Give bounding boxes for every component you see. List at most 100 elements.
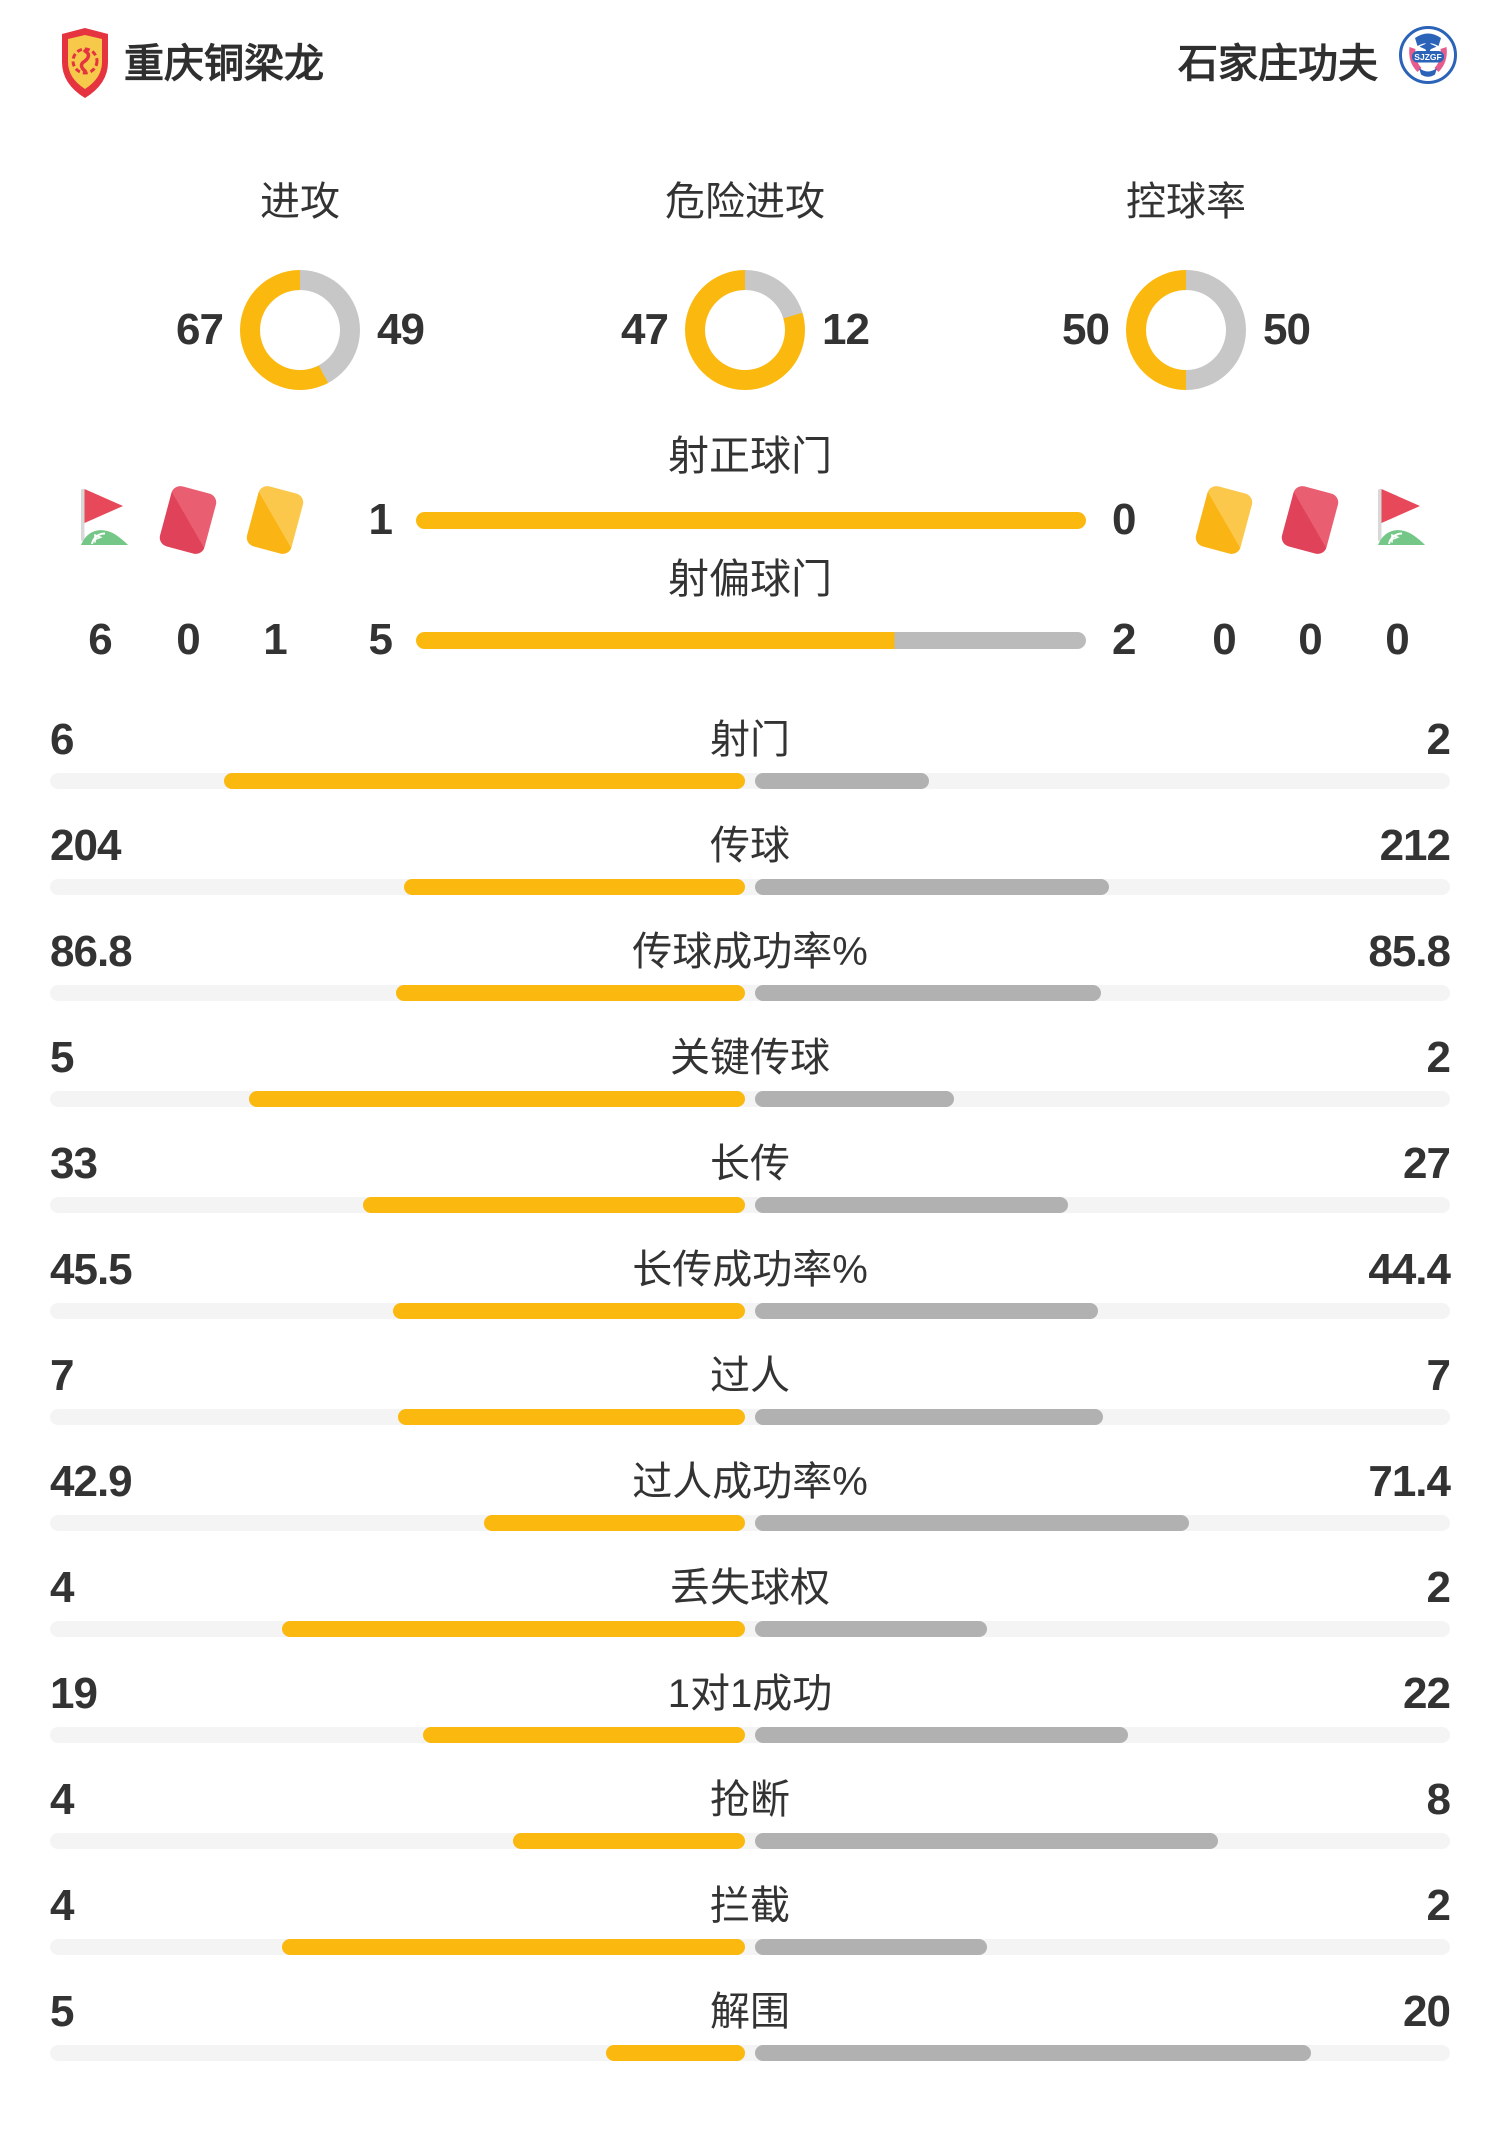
stat-away-value: 2 <box>1426 715 1452 764</box>
stat-label: 长传成功率% <box>632 1248 868 1292</box>
stat-bar-home <box>248 1091 745 1107</box>
stat-bar-away <box>755 2045 1311 2061</box>
corner-flag-icon <box>70 487 130 551</box>
donut-chart <box>240 270 360 390</box>
stat-home-value: 33 <box>50 1139 98 1188</box>
stat-label: 拦截 <box>710 1884 790 1928</box>
stat-bar-track <box>50 1197 1450 1213</box>
stat-bar-track <box>50 879 1450 895</box>
donut-hole <box>260 290 340 370</box>
donut-section: 进攻 67 49 危险进攻 47 12 控球率 50 50 <box>0 0 1500 420</box>
home-team-name: 重庆铜梁龙 <box>124 42 324 86</box>
shots-off-target-title: 射偏球门 <box>668 556 832 602</box>
stat-row: 传球 204 212 <box>0 806 1500 912</box>
yellow-card-icon <box>1193 484 1255 556</box>
svg-text:SJZGF: SJZGF <box>1414 52 1441 62</box>
stat-bar-away <box>755 1303 1099 1319</box>
stat-row: 解围 5 20 <box>0 1972 1500 2078</box>
stat-bar-track <box>50 1939 1450 1955</box>
stat-bar-home <box>513 1833 745 1849</box>
stat-away-value: 22 <box>1403 1669 1451 1718</box>
stat-bar-away <box>755 1939 987 1955</box>
stat-bar-home <box>422 1727 745 1743</box>
red-card-icon <box>1279 484 1341 556</box>
stat-home-value: 5 <box>50 1987 75 2036</box>
stat-bar-away <box>755 1727 1128 1743</box>
donut-title: 控球率 <box>1126 180 1246 224</box>
stat-bar-home <box>362 1197 746 1213</box>
stat-bar-home <box>397 1409 745 1425</box>
stat-bar-away <box>755 1621 987 1637</box>
stat-bar-away <box>755 1091 954 1107</box>
stat-bar-track <box>50 1621 1450 1637</box>
stat-label: 长传 <box>710 1142 790 1186</box>
donut-title: 危险进攻 <box>665 180 825 224</box>
stat-row: 抢断 4 8 <box>0 1760 1500 1866</box>
home-yellow-cards-count: 1 <box>263 615 287 664</box>
stat-home-value: 204 <box>50 821 121 870</box>
stat-label: 1对1成功 <box>667 1672 833 1716</box>
stat-bar-away <box>755 985 1101 1001</box>
stat-bar-home <box>404 879 745 895</box>
yellow-card-icon <box>244 484 306 556</box>
stat-away-value: 44.4 <box>1368 1245 1451 1294</box>
stat-bar-track <box>50 1833 1450 1849</box>
donut-hole <box>1146 290 1226 370</box>
stat-bar-away <box>755 1833 1219 1849</box>
stat-label: 射门 <box>710 718 790 762</box>
stat-away-value: 20 <box>1403 1987 1451 2036</box>
stat-bar-away <box>755 773 929 789</box>
donut-home-value: 67 <box>176 305 224 354</box>
header: 重庆铜梁龙 石家庄功夫 SJZGF <box>0 0 1500 110</box>
shots-on-target-away-value: 0 <box>1112 495 1136 544</box>
stat-home-value: 86.8 <box>50 927 133 976</box>
donut-title: 进攻 <box>260 180 340 224</box>
stat-row: 传球成功率% 86.8 85.8 <box>0 912 1500 1018</box>
donut-chart <box>685 270 805 390</box>
corner-flag-icon <box>1367 487 1427 551</box>
stat-away-value: 2 <box>1426 1881 1452 1930</box>
stat-away-value: 71.4 <box>1368 1457 1451 1506</box>
shots-on-target-title: 射正球门 <box>668 433 832 479</box>
stat-bar-away <box>755 1409 1103 1425</box>
stat-bar-home <box>281 1621 745 1637</box>
shots-off-target-away-value: 2 <box>1112 615 1136 664</box>
stat-bar-home <box>281 1939 745 1955</box>
stat-label: 解围 <box>710 1990 790 2034</box>
shots-section: 射正球门 1 0 射偏球门 6 0 1 5 2 0 0 0 <box>0 420 1500 700</box>
stat-away-value: 8 <box>1426 1775 1452 1824</box>
donut-2: 控球率 50 50 <box>956 178 1416 398</box>
donut-away-value: 12 <box>822 305 870 354</box>
shots-on-target-home-value: 1 <box>368 495 393 544</box>
stat-bar-away <box>755 1197 1068 1213</box>
stat-home-value: 42.9 <box>50 1457 133 1506</box>
home-red-cards-count: 0 <box>176 615 200 664</box>
stat-bar-away <box>755 879 1110 895</box>
stat-away-value: 212 <box>1379 821 1451 870</box>
away-yellow-cards-count: 0 <box>1212 615 1236 664</box>
stat-label: 关键传球 <box>670 1036 830 1080</box>
stat-away-value: 27 <box>1403 1139 1451 1188</box>
stat-row: 长传成功率% 45.5 44.4 <box>0 1230 1500 1336</box>
stat-bar-track <box>50 1515 1450 1531</box>
stat-label: 传球 <box>710 824 790 868</box>
stat-away-value: 2 <box>1426 1033 1452 1082</box>
stat-label: 丢失球权 <box>670 1566 830 1610</box>
stat-home-value: 4 <box>50 1563 75 1612</box>
shots-off-target-home-value: 5 <box>368 615 393 664</box>
stat-row: 1对1成功 19 22 <box>0 1654 1500 1760</box>
stat-bar-home <box>395 985 745 1001</box>
donut-away-value: 50 <box>1263 305 1311 354</box>
stat-row: 拦截 4 2 <box>0 1866 1500 1972</box>
stat-bar-home <box>606 2045 745 2061</box>
donut-away-value: 49 <box>377 305 425 354</box>
stat-bar-home <box>223 773 746 789</box>
stat-home-value: 5 <box>50 1033 75 1082</box>
stat-row: 过人 7 7 <box>0 1336 1500 1442</box>
stat-away-value: 85.8 <box>1368 927 1451 976</box>
stat-label: 过人 <box>710 1354 790 1398</box>
shots-off-target-bar <box>416 632 1086 649</box>
stat-bar-home <box>484 1515 745 1531</box>
stat-bar-track <box>50 1303 1450 1319</box>
stat-home-value: 4 <box>50 1881 75 1930</box>
